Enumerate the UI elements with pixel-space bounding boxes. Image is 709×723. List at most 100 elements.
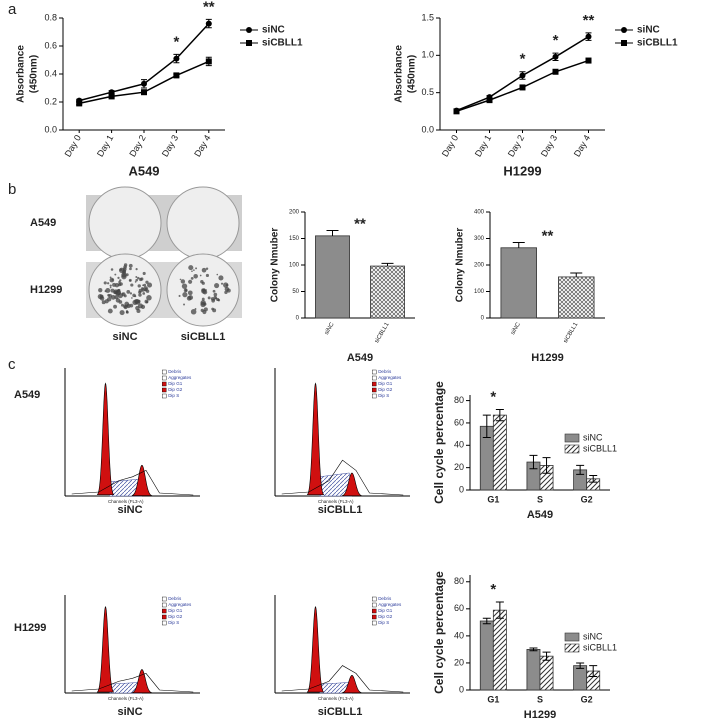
y-tick-label: 40	[454, 440, 464, 450]
flow-g2-peak	[341, 675, 363, 694]
colony	[121, 292, 124, 295]
colony	[137, 303, 143, 309]
significance-mark: *	[490, 581, 496, 598]
y-tick-label: 0	[296, 316, 300, 322]
significance-mark: *	[490, 388, 496, 405]
flow-legend-swatch	[372, 375, 377, 381]
colony	[132, 299, 138, 306]
colony	[188, 265, 194, 271]
plate	[88, 186, 162, 260]
x-axis-label: A549	[527, 509, 553, 521]
flow-g1-peak	[96, 605, 115, 693]
colony	[131, 297, 133, 299]
colony	[142, 271, 146, 276]
bar	[539, 655, 554, 691]
marker	[141, 80, 147, 87]
legend-marker	[246, 27, 252, 33]
colony	[147, 282, 153, 288]
colony	[216, 273, 219, 276]
colony	[128, 263, 133, 268]
flow-legend-label: Dip G1	[168, 608, 183, 613]
x-axis-label: H1299	[503, 163, 541, 178]
colony	[213, 292, 218, 297]
colony	[114, 273, 117, 276]
colony	[113, 304, 118, 309]
colony	[224, 290, 228, 295]
bar	[500, 247, 537, 319]
colony	[183, 288, 188, 293]
colony	[134, 295, 137, 298]
colony	[141, 288, 145, 292]
x-tick-label: Day 2	[506, 133, 526, 158]
legend-swatch	[564, 444, 580, 454]
y-tick-label: 400	[474, 210, 485, 216]
flow-legend-label: Debris	[168, 596, 182, 601]
marker	[486, 97, 493, 104]
colony	[99, 296, 105, 301]
colony	[181, 283, 188, 289]
flow-outline	[71, 470, 194, 496]
x-tick-label: Day 0	[440, 133, 460, 158]
colony	[140, 277, 144, 281]
colony	[130, 283, 134, 287]
y-tick-label: 1.5	[421, 12, 434, 22]
colony	[193, 274, 198, 279]
colony	[136, 308, 141, 314]
y-tick-label: 0.6	[44, 40, 57, 50]
colony	[201, 267, 207, 273]
colony	[212, 289, 216, 293]
significance-mark: *	[520, 51, 526, 68]
colony	[144, 289, 147, 292]
y-axis-label: Colony Nmuber	[455, 228, 466, 303]
colony	[108, 294, 113, 298]
flow-column-label: siCBLL1	[318, 504, 363, 516]
error-bar	[482, 617, 491, 625]
flow-outline	[281, 459, 404, 496]
x-tick-label: Day 2	[127, 133, 147, 158]
colony	[205, 289, 207, 291]
x-tick-label: S	[537, 694, 543, 704]
legend-marker	[246, 40, 252, 46]
flow-legend-swatch	[372, 620, 377, 626]
error-bar	[495, 601, 504, 619]
colony	[199, 274, 202, 277]
y-tick-label: 300	[474, 236, 485, 242]
y-axis-label: (450nm)	[29, 55, 40, 93]
y-tick-label: 0.8	[44, 12, 57, 22]
colony	[220, 282, 224, 285]
y-tick-label: 0	[481, 316, 485, 322]
y-tick-label: 0	[459, 484, 464, 494]
error-bar	[326, 230, 339, 236]
x-tick-label: G1	[487, 694, 499, 704]
x-tick-label: Day 1	[473, 133, 493, 158]
x-tick-label: Day 3	[160, 133, 180, 158]
y-tick-label: 0	[459, 684, 464, 694]
colony	[121, 303, 124, 307]
colony	[119, 279, 122, 282]
flow-x-label: Channels (FL3-A)	[318, 499, 354, 504]
colony	[218, 275, 224, 281]
legend-label: siCBLL1	[583, 642, 617, 652]
legend-label: siCBLL1	[262, 38, 303, 49]
significance-mark: **	[203, 0, 215, 15]
colony	[187, 290, 193, 296]
x-tick-label: Day 1	[95, 133, 115, 158]
colony	[191, 270, 193, 272]
colony	[144, 287, 148, 290]
colony	[128, 278, 132, 282]
flow-legend-swatch	[372, 387, 377, 393]
colony	[113, 290, 117, 295]
flow-legend-label: Aggregates	[168, 375, 192, 380]
legend-marker	[621, 40, 627, 46]
flow-legend-label: Dip S	[378, 393, 389, 398]
colony	[123, 263, 128, 267]
marker	[141, 89, 147, 96]
bar	[479, 620, 494, 691]
flow-g2-peak	[131, 464, 153, 496]
colony	[211, 299, 215, 303]
x-tick-label: siCBLL1	[563, 321, 580, 344]
plate	[166, 186, 240, 260]
legend-marker	[621, 27, 627, 33]
colony	[98, 288, 103, 293]
significance-mark: **	[542, 227, 554, 244]
